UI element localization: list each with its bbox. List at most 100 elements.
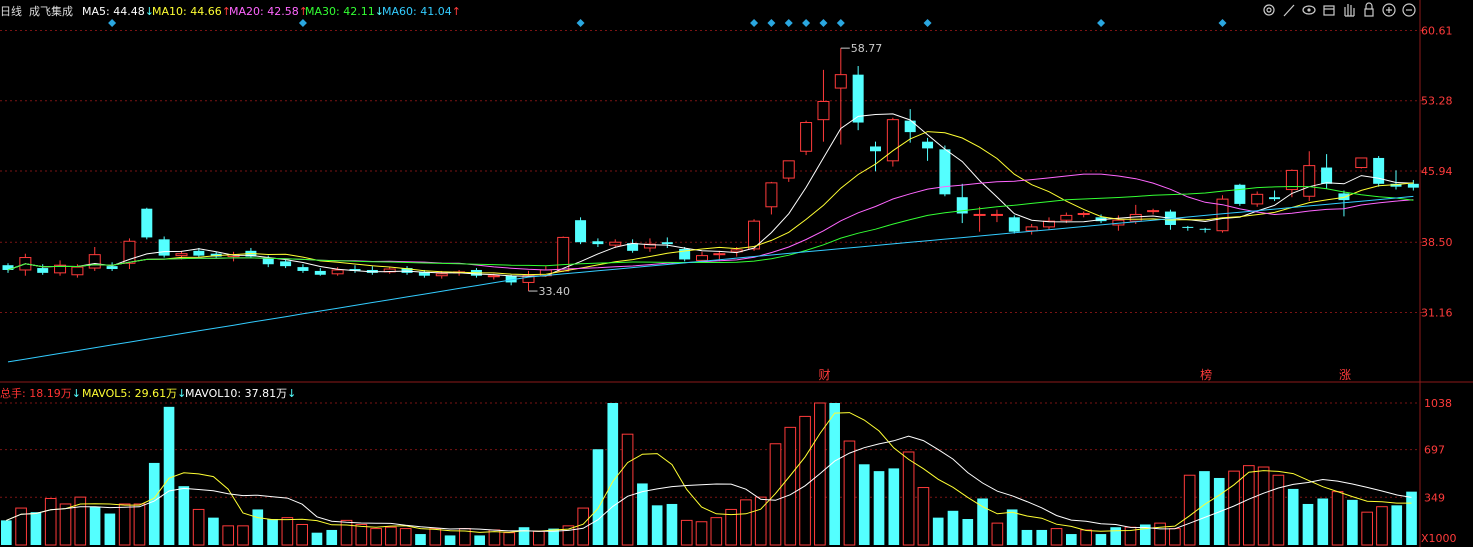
price-annotations: 58.77 33.40: [528, 42, 882, 298]
ma5-line: [7, 113, 1414, 277]
candle: [522, 270, 535, 292]
ma-legend-item: MA60: 41.04↑: [382, 5, 461, 18]
candle-body-down: [349, 269, 361, 271]
volume-bar-down: [252, 509, 264, 545]
candle: [37, 264, 49, 275]
plus-circle: [1382, 3, 1396, 17]
volume-bars: [1, 402, 1417, 546]
ma-legend-item: MA20: 42.58↑: [229, 5, 308, 18]
candle: [1373, 156, 1385, 187]
candle: [973, 206, 986, 232]
candle: [1407, 179, 1419, 191]
candle-body-up: [1285, 169, 1298, 191]
candle-body-down: [1234, 184, 1246, 204]
volume-legend-item: MAVOL10: 37.81万↓: [185, 387, 296, 400]
volume-bar-down: [1006, 509, 1018, 545]
volume-bar-up: [991, 522, 1004, 546]
candle: [106, 262, 118, 271]
volume-bar-down: [1110, 527, 1122, 545]
eye-icon[interactable]: [1302, 5, 1316, 15]
mavol5-line: [6, 412, 1412, 533]
volume-tick-label: 349: [1424, 491, 1445, 504]
volume-bar-up: [740, 499, 752, 546]
volume-bar-down: [666, 503, 678, 545]
candle-body-up: [1147, 210, 1160, 213]
candle-body-down: [141, 208, 153, 238]
candle: [175, 250, 188, 260]
candle-body-up: [713, 253, 726, 256]
price-tick-label: 31.16: [1421, 306, 1453, 319]
hand-icon[interactable]: [1344, 4, 1355, 17]
event-diamond-marker: [1218, 19, 1227, 27]
candle: [1043, 217, 1055, 230]
candle-body-down: [158, 239, 170, 256]
candle-body-up: [1129, 213, 1142, 222]
volume-bar-up: [710, 517, 723, 546]
volume-bar-up: [577, 507, 590, 546]
candle: [314, 268, 326, 276]
candle-body-up: [331, 269, 344, 275]
candle-body-down: [1199, 228, 1211, 230]
pencil-icon[interactable]: [1283, 4, 1295, 17]
candle: [331, 267, 344, 276]
candle-body-up: [990, 213, 1003, 216]
settings-icon[interactable]: [1263, 4, 1275, 16]
candle-body-up: [1355, 157, 1368, 169]
candle: [956, 183, 968, 224]
candle-body-up: [557, 236, 570, 272]
volume-bar-down: [163, 406, 175, 545]
volume-bar-down: [1095, 534, 1107, 545]
candle-body-up: [886, 119, 899, 162]
volume-bar-down: [104, 513, 116, 545]
volume-tick-label: 697: [1424, 444, 1445, 457]
candle-body-up: [1077, 212, 1090, 215]
candle: [383, 267, 396, 274]
pencil-shape: [1283, 4, 1295, 17]
volume-bar-up: [799, 415, 811, 546]
plus-icon[interactable]: [1382, 3, 1396, 17]
padlock-icon[interactable]: [1364, 2, 1374, 17]
volume-trend-arrow: ↓: [177, 387, 186, 400]
volume-bar-up: [340, 519, 353, 546]
volume-bar-down: [1287, 488, 1299, 545]
eye-pupil: [1307, 8, 1311, 12]
minus-icon[interactable]: [1402, 3, 1416, 17]
volume-bar-up: [902, 451, 915, 546]
candle-body-down: [904, 120, 916, 133]
candle: [435, 270, 448, 279]
volume-bar-up: [222, 525, 235, 546]
candle-body-down: [956, 197, 968, 214]
candle: [1390, 170, 1402, 190]
volume-trend-arrow: ↓: [287, 387, 296, 400]
candle-body-up: [175, 253, 188, 257]
candle-body-down: [1008, 217, 1020, 232]
candle: [1147, 208, 1160, 215]
volume-bar-down: [1, 520, 12, 545]
event-diamond-marker: [767, 19, 776, 27]
candle-body-down: [2, 265, 14, 270]
box-shape: [1323, 5, 1335, 16]
candle-body-down: [939, 149, 951, 195]
period-label[interactable]: 日线: [0, 4, 22, 18]
volume-bar-down: [932, 517, 944, 545]
candle: [852, 66, 864, 131]
candle: [696, 251, 708, 263]
candle-body-down: [870, 146, 881, 152]
event-diamond-marker: [1097, 19, 1106, 27]
candle-body-up: [1025, 226, 1038, 232]
candle: [1355, 157, 1368, 169]
candle: [1199, 227, 1211, 233]
candle: [990, 209, 1003, 223]
candle: [592, 238, 604, 247]
volume-bar-down: [208, 517, 219, 545]
candle: [765, 181, 778, 215]
event-diamond-marker: [108, 19, 117, 27]
volume-bar-up: [725, 508, 737, 546]
lock-box-icon[interactable]: [1323, 5, 1335, 16]
candle-body-up: [123, 240, 136, 264]
volume-bar-up: [237, 525, 249, 546]
candle-body-up: [1303, 165, 1316, 197]
volume-tick-label: 1038: [1424, 397, 1452, 410]
candle-body-up: [817, 100, 830, 121]
candle: [886, 117, 899, 167]
